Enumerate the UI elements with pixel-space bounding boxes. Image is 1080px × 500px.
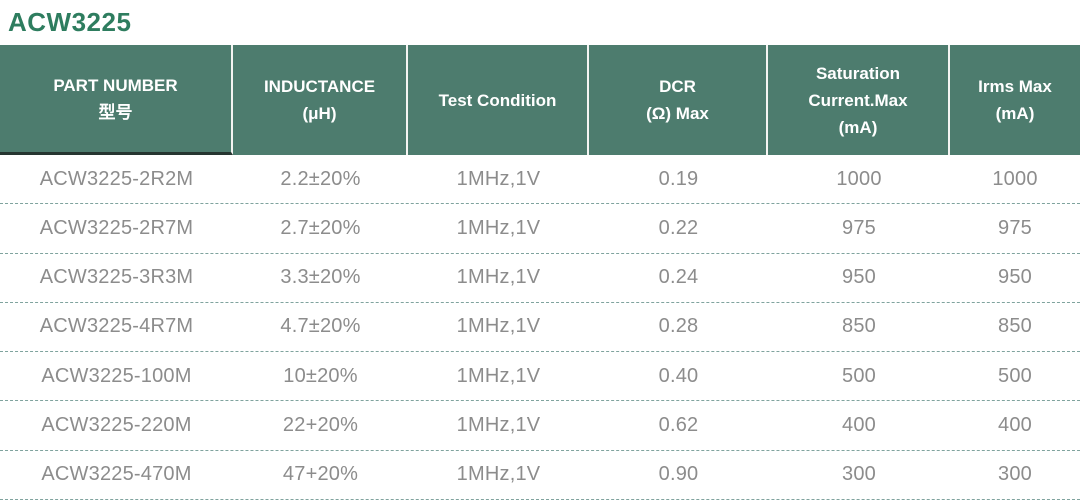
header-irms-max: Irms Max (mA) [950,45,1080,155]
cell-test-condition: 1MHz,1V [456,315,541,338]
cell-irms-max: 400 [998,414,1032,437]
header-part-number: PART NUMBER 型号 [0,45,233,155]
header-line: 型号 [98,102,133,122]
cell-test-condition: 1MHz,1V [456,414,541,437]
cell-test-condition: 1MHz,1V [456,266,541,289]
cell-irms-max: 1000 [992,167,1038,190]
cell-inductance: 47+20% [282,463,359,486]
table-row: ACW3225-3R3M 3.3±20% 1MHz,1V 0.24 950 95… [0,254,1080,303]
cell-part-number: ACW3225-2R7M [39,216,194,239]
cell-inductance: 22+20% [282,414,359,437]
spec-table: PART NUMBER 型号 INDUCTANCE (μH) Test Cond… [0,45,1080,500]
header-line: (mA) [838,117,878,137]
cell-dcr-max: 0.90 [658,463,699,486]
header-line: Test Condition [438,90,557,110]
header-line: (μH) [302,104,337,123]
page-title: ACW3225 [8,7,132,37]
cell-test-condition: 1MHz,1V [456,216,541,239]
header-line: PART NUMBER [53,75,178,95]
header-saturation-current: Saturation Current.Max (mA) [768,45,950,155]
header-line: (mA) [995,104,1035,123]
table-row: ACW3225-100M 10±20% 1MHz,1V 0.40 500 500 [0,352,1080,402]
cell-test-condition: 1MHz,1V [456,167,541,190]
cell-saturation-current: 1000 [836,167,882,190]
table-row: ACW3225-220M 22+20% 1MHz,1V 0.62 400 400 [0,401,1080,451]
table-row: ACW3225-4R7M 4.7±20% 1MHz,1V 0.28 850 85… [0,303,1080,353]
cell-part-number: ACW3225-220M [41,414,192,437]
title-bar: ACW3225 [0,0,1080,45]
cell-part-number: ACW3225-4R7M [39,315,194,338]
cell-inductance: 4.7±20% [280,315,361,338]
header-line: DCR [659,77,696,96]
cell-dcr-max: 0.62 [658,414,699,437]
header-line: Saturation [815,63,901,83]
cell-test-condition: 1MHz,1V [456,364,541,387]
cell-dcr-max: 0.22 [658,216,699,239]
table-row: ACW3225-2R2M 2.2±20% 1MHz,1V 0.19 1000 1… [0,155,1080,205]
header-test-condition: Test Condition [408,45,589,155]
table-row: ACW3225-470M 47+20% 1MHz,1V 0.90 300 300 [0,451,1080,500]
cell-inductance: 10±20% [283,364,358,387]
cell-dcr-max: 0.28 [658,315,699,338]
cell-dcr-max: 0.19 [658,167,699,190]
cell-dcr-max: 0.24 [658,266,699,289]
cell-saturation-current: 950 [842,266,876,289]
header-dcr-max: DCR (Ω) Max [589,45,768,155]
cell-saturation-current: 500 [842,364,876,387]
cell-saturation-current: 975 [842,216,876,239]
cell-part-number: ACW3225-470M [41,463,192,486]
cell-irms-max: 975 [998,216,1032,239]
cell-inductance: 2.2±20% [280,167,361,190]
cell-saturation-current: 300 [842,463,876,486]
cell-dcr-max: 0.40 [658,364,699,387]
header-inductance: INDUCTANCE (μH) [233,45,408,155]
table-row: ACW3225-2R7M 2.7±20% 1MHz,1V 0.22 975 97… [0,204,1080,254]
cell-saturation-current: 400 [842,414,876,437]
cell-irms-max: 300 [998,463,1032,486]
header-line: (Ω) Max [646,104,709,123]
cell-part-number: ACW3225-100M [41,364,192,387]
header-line: Current.Max [808,90,908,110]
header-line: INDUCTANCE [263,77,376,96]
cell-inductance: 3.3±20% [280,266,361,289]
cell-saturation-current: 850 [842,315,876,338]
cell-test-condition: 1MHz,1V [456,463,541,486]
table-header-row: PART NUMBER 型号 INDUCTANCE (μH) Test Cond… [0,45,1080,155]
cell-irms-max: 500 [998,364,1032,387]
cell-irms-max: 850 [998,315,1032,338]
cell-inductance: 2.7±20% [280,216,361,239]
cell-part-number: ACW3225-3R3M [39,266,194,289]
cell-irms-max: 950 [998,266,1032,289]
header-line: Irms Max [978,77,1052,96]
cell-part-number: ACW3225-2R2M [39,167,194,190]
